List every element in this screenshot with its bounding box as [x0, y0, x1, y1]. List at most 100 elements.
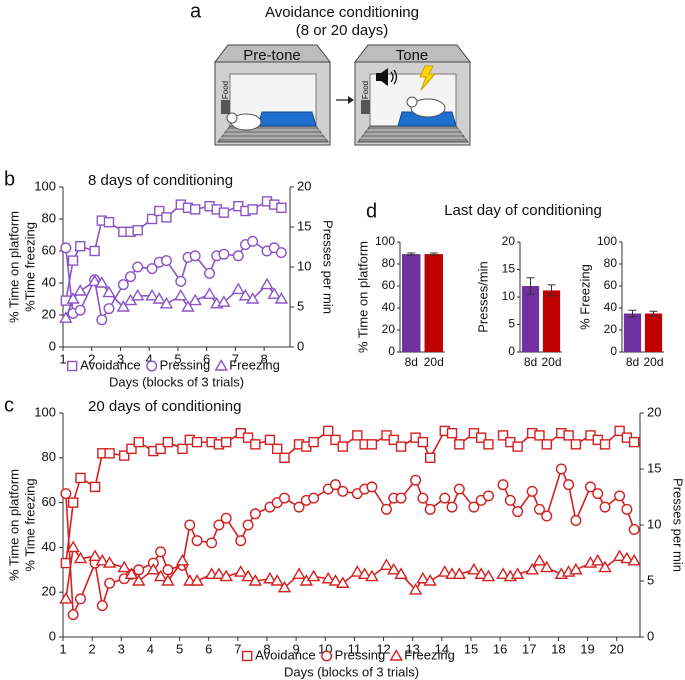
marker — [188, 293, 202, 306]
marker — [279, 452, 290, 463]
marker — [365, 569, 379, 582]
y-tick-label: 0 — [610, 344, 617, 358]
bar — [623, 313, 642, 352]
marker — [612, 549, 627, 562]
y-tick-label: 60 — [42, 494, 56, 509]
y-tick-label: 20 — [382, 322, 396, 336]
box-label: Pre-tone — [243, 47, 301, 64]
x-tick-label: 8d — [405, 355, 418, 369]
marker — [116, 300, 131, 312]
marker — [73, 284, 87, 296]
marker — [118, 450, 130, 461]
y-tick-label: 80 — [42, 449, 56, 464]
legend-label: Pressing — [335, 647, 386, 662]
panel-label: a — [190, 0, 202, 22]
marker — [569, 562, 583, 575]
marker — [454, 439, 465, 450]
marker — [270, 574, 284, 586]
marker — [306, 569, 321, 582]
marker — [350, 565, 365, 577]
marker — [162, 436, 174, 448]
marker — [191, 535, 203, 547]
x-tick-label: 8 — [263, 641, 270, 656]
marker — [242, 432, 254, 443]
marker — [245, 292, 260, 304]
marker — [614, 425, 625, 437]
marker — [130, 288, 145, 301]
marker — [417, 436, 429, 448]
y-tick-label: 100 — [34, 178, 56, 193]
y-tick-label: 60 — [382, 278, 396, 292]
marker — [395, 441, 407, 452]
marker — [103, 216, 115, 228]
marker — [274, 292, 289, 304]
marker — [74, 593, 86, 605]
y-tick-label: 60 — [604, 278, 618, 292]
y-tick-label: 40 — [382, 300, 396, 314]
marker — [497, 430, 509, 441]
marker — [532, 553, 547, 566]
y-tick-label: 10 — [502, 289, 516, 303]
marker — [59, 311, 73, 323]
marker — [75, 240, 86, 252]
error-bar — [649, 310, 658, 317]
marker — [410, 474, 422, 486]
marker — [146, 213, 158, 225]
marker — [96, 314, 108, 326]
bar — [521, 286, 540, 352]
marker — [184, 519, 196, 531]
marker — [621, 503, 633, 515]
marker — [263, 571, 277, 584]
marker — [599, 501, 611, 513]
marker — [189, 204, 201, 215]
marker — [330, 434, 341, 446]
y2-tick-label: 0 — [297, 338, 304, 353]
marker — [276, 202, 287, 214]
x-tick-label: 19 — [580, 641, 594, 656]
y2-tick-label: 10 — [647, 516, 661, 531]
x-tick-label: 8 — [261, 351, 268, 366]
marker — [417, 492, 429, 504]
marker — [60, 242, 72, 254]
y2-tick-label: 15 — [647, 460, 661, 475]
marker — [292, 567, 306, 579]
x-tick-label: 6 — [203, 351, 210, 366]
y2-tick-label: 20 — [297, 178, 311, 193]
marker — [104, 448, 115, 459]
x-tick-label: 5 — [174, 351, 181, 366]
marker — [387, 562, 401, 575]
y-tick-label: 60 — [42, 242, 56, 257]
marker — [66, 540, 80, 553]
marker — [247, 204, 258, 215]
marker — [146, 562, 161, 575]
marker — [322, 425, 334, 437]
marker — [132, 224, 143, 236]
y-tick-label: 0 — [49, 338, 56, 353]
x-tick-label: 11 — [348, 641, 362, 656]
legend-marker — [66, 360, 78, 372]
marker — [73, 551, 88, 564]
error-bar — [526, 277, 535, 295]
marker — [212, 567, 226, 579]
marker — [533, 503, 545, 515]
y2-tick-label: 5 — [647, 572, 654, 587]
marker — [628, 523, 640, 535]
bar — [424, 254, 443, 352]
marker — [96, 600, 108, 612]
marker — [133, 564, 145, 576]
panel-label: c — [4, 394, 14, 416]
diagram-subtitle: (8 or 20 days) — [296, 22, 389, 39]
marker — [308, 436, 319, 448]
arrow — [336, 96, 354, 104]
y-tick-label: 100 — [375, 234, 395, 248]
x-tick-label: 3 — [117, 351, 124, 366]
marker — [453, 483, 465, 495]
marker — [153, 569, 168, 582]
y2-axis-label: Presses per min — [671, 478, 685, 572]
y-tick-label: 20 — [502, 234, 516, 248]
marker — [467, 562, 481, 575]
marker — [592, 488, 604, 500]
x-tick-label: 4 — [147, 641, 154, 656]
marker — [162, 564, 174, 576]
